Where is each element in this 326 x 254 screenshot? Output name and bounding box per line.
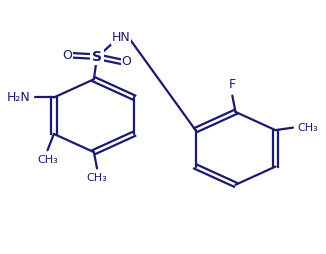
Text: O: O	[122, 55, 132, 68]
Text: CH₃: CH₃	[87, 173, 108, 183]
Text: CH₃: CH₃	[37, 154, 58, 165]
Text: S: S	[92, 50, 102, 64]
Text: F: F	[229, 78, 236, 91]
Text: H₂N: H₂N	[6, 91, 30, 104]
Text: CH₃: CH₃	[298, 123, 319, 133]
Text: O: O	[63, 49, 72, 62]
Text: HN: HN	[111, 31, 130, 44]
